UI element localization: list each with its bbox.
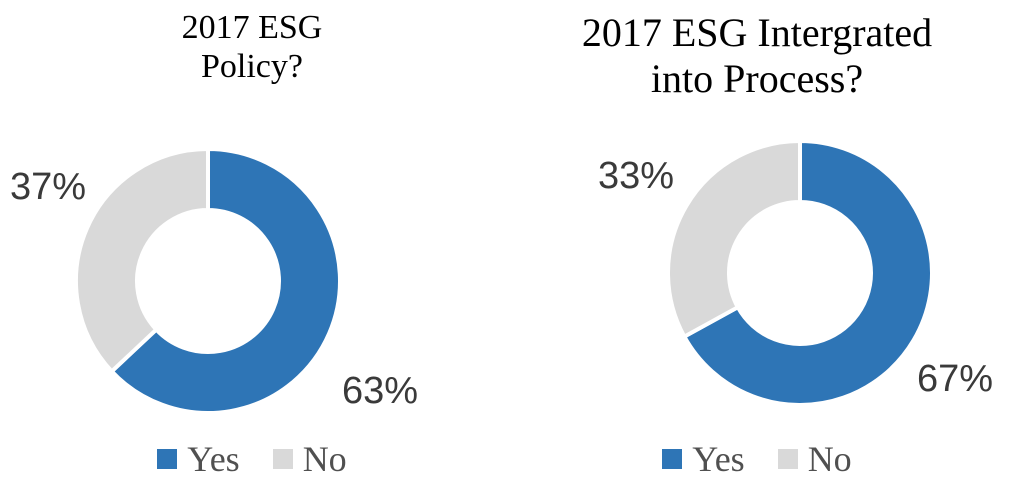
legend-item-yes: Yes — [662, 438, 745, 480]
data-label-no: 37% — [10, 166, 87, 208]
slice-yes — [681, 138, 934, 407]
data-label-yes: 63% — [342, 370, 419, 412]
slice-yes — [108, 146, 342, 415]
legend: Yes No — [505, 436, 1009, 480]
legend-swatch-yes — [662, 449, 683, 469]
chart-title-line-2: into Process? — [650, 56, 864, 101]
donut-plot — [666, 138, 934, 407]
donut-chart-esg-integrated: 2017 ESG Intergrated into Process? 67% 3… — [505, 0, 1009, 480]
donut-plot — [74, 146, 342, 415]
legend-label-yes: Yes — [187, 439, 240, 479]
legend-item-yes: Yes — [157, 438, 240, 480]
chart-title-line-1: 2017 ESG Intergrated — [581, 10, 933, 55]
slice-no — [666, 138, 802, 340]
donut-chart-esg-policy: 2017 ESG Policy? 63% 37% Yes No — [0, 0, 504, 480]
legend-label-yes: Yes — [692, 439, 745, 479]
data-label-no: 33% — [598, 155, 675, 197]
chart-title-line-1: 2017 ESG — [181, 9, 323, 46]
legend-swatch-yes — [157, 449, 178, 469]
legend-item-no: No — [777, 438, 852, 480]
legend-item-no: No — [272, 438, 347, 480]
legend-swatch-no — [777, 449, 798, 469]
slice-no — [74, 146, 210, 375]
chart-title-line-2: Policy? — [201, 48, 303, 86]
legend-label-no: No — [807, 439, 852, 479]
legend-label-no: No — [302, 439, 347, 479]
chart-title: 2017 ESG Intergrated into Process? — [505, 10, 1009, 102]
chart-title: 2017 ESG Policy? — [0, 8, 504, 86]
legend-swatch-no — [272, 449, 293, 469]
data-label-yes: 67% — [917, 358, 994, 400]
legend: Yes No — [0, 436, 504, 480]
